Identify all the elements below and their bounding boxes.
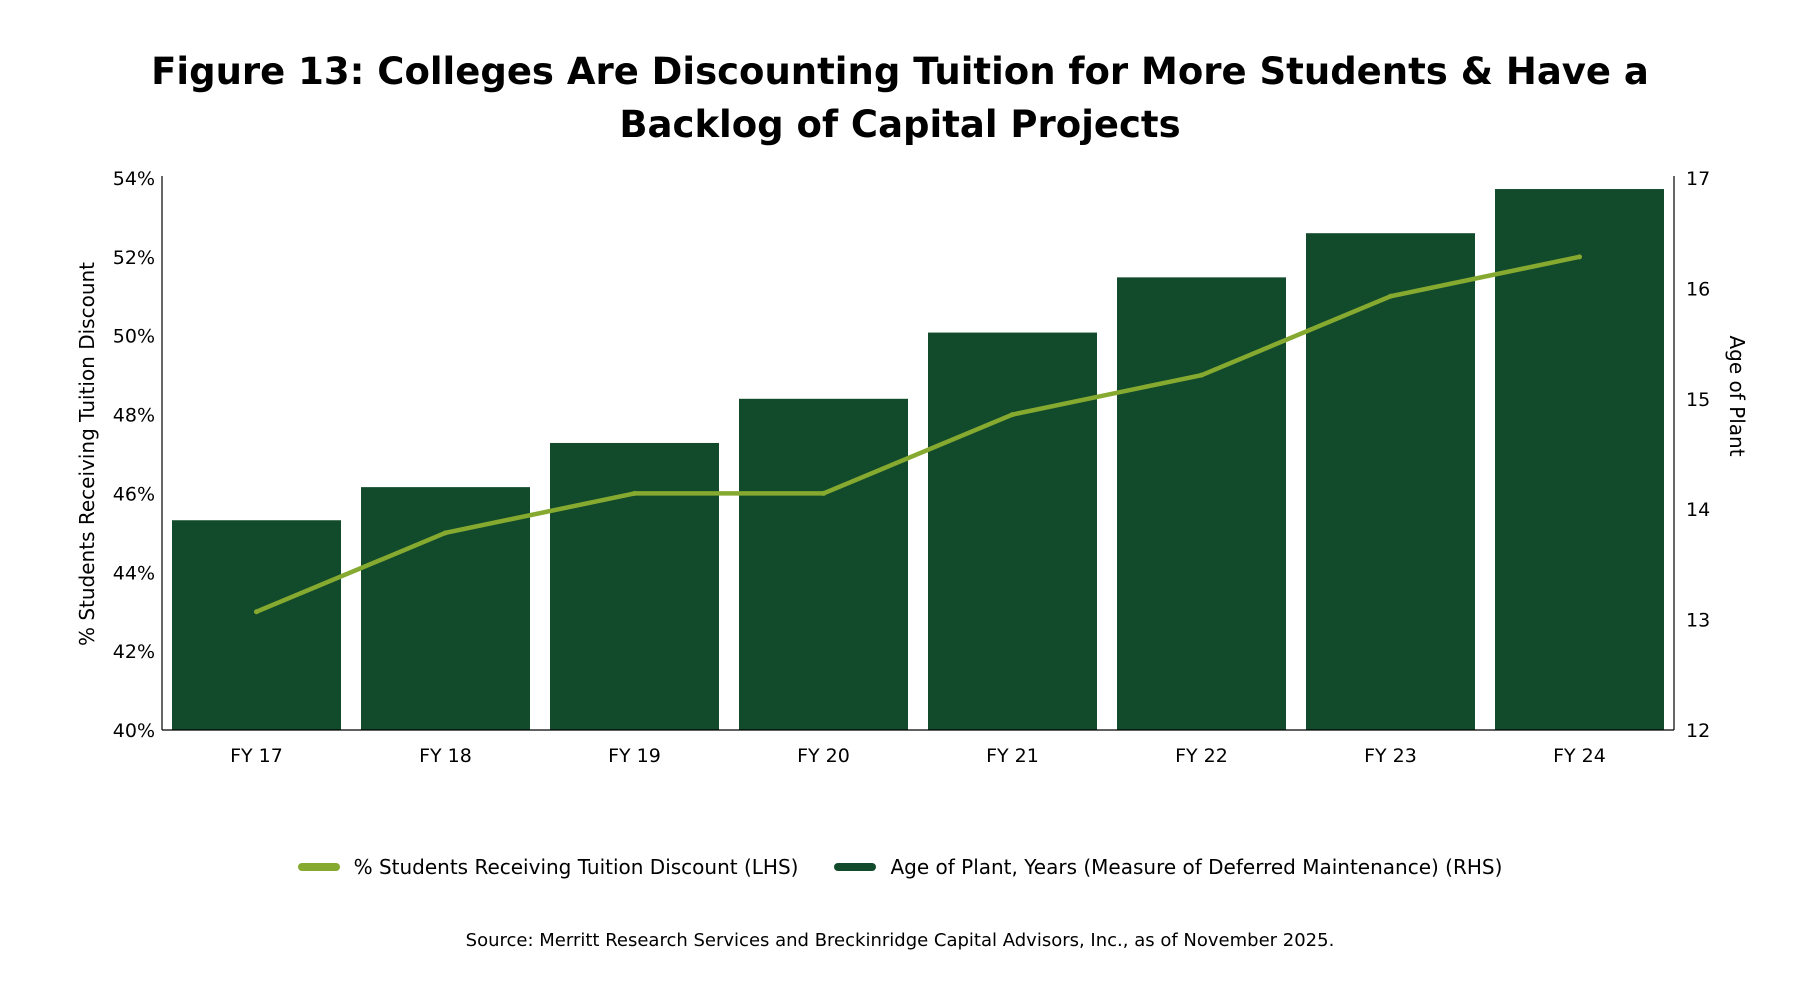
left-tick-label: 40%	[113, 720, 155, 742]
x-tick-label: FY 24	[1553, 745, 1606, 767]
bar-fy-18	[361, 487, 530, 730]
x-tick-label: FY 20	[797, 745, 850, 767]
x-tick-label: FY 21	[986, 745, 1039, 767]
x-tick-label: FY 19	[608, 745, 661, 767]
point-discount-fy-17	[254, 609, 259, 615]
right-tick-label: 15	[1686, 389, 1710, 411]
left-tick-label: 42%	[113, 641, 155, 663]
x-tick-label: FY 17	[230, 745, 283, 767]
point-discount-fy-19	[632, 490, 637, 496]
point-discount-fy-18	[443, 530, 448, 536]
legend: % Students Receiving Tuition Discount (L…	[0, 855, 1800, 879]
point-discount-fy-23	[1388, 293, 1393, 299]
x-tick-label: FY 23	[1364, 745, 1417, 767]
legend-item-discount: % Students Receiving Tuition Discount (L…	[297, 855, 799, 879]
bar-fy-20	[739, 398, 908, 730]
right-tick-label: 12	[1686, 720, 1710, 742]
point-discount-fy-22	[1199, 372, 1204, 378]
right-tick-label: 16	[1686, 278, 1710, 300]
legend-item-age: Age of Plant, Years (Measure of Deferred…	[834, 855, 1502, 879]
left-tick-label: 44%	[113, 562, 155, 584]
left-tick-label: 48%	[113, 405, 155, 427]
legend-swatch-bar	[834, 863, 877, 871]
point-discount-fy-24	[1577, 254, 1582, 260]
left-tick-label: 46%	[113, 483, 155, 505]
x-tick-label: FY 22	[1175, 745, 1228, 767]
legend-swatch-line	[297, 863, 340, 871]
chart-title: Figure 13: Colleges Are Discounting Tuit…	[151, 50, 1649, 146]
point-discount-fy-20	[821, 490, 826, 496]
x-tick-label: FY 18	[419, 745, 472, 767]
left-tick-label: 54%	[113, 168, 155, 190]
right-tick-label: 14	[1686, 499, 1710, 521]
bar-fy-19	[550, 442, 719, 730]
left-tick-label: 50%	[113, 326, 155, 348]
legend-label-discount: % Students Receiving Tuition Discount (L…	[353, 855, 799, 879]
left-axis-title: % Students Receiving Tuition Discount	[75, 262, 99, 646]
bar-fy-21	[928, 332, 1097, 730]
bar-fy-22	[1117, 277, 1286, 730]
point-discount-fy-21	[1010, 412, 1015, 418]
left-tick-label: 52%	[113, 247, 155, 269]
right-tick-label: 13	[1686, 610, 1710, 632]
right-tick-label: 17	[1686, 168, 1710, 190]
bar-fy-23	[1306, 233, 1475, 730]
chart-svg: 40% 42% 44% 46% 48% 50% 52% 54% 12 13 14 15 16 17 FY 1…	[75, 168, 1749, 767]
line-discount	[254, 254, 1582, 614]
bar-fy-17	[172, 520, 341, 730]
right-axis-title: Age of Plant	[1725, 335, 1749, 456]
bar-fy-24	[1495, 189, 1664, 731]
legend-label-age: Age of Plant, Years (Measure of Deferred…	[890, 855, 1503, 879]
source-note: Source: Merritt Research Services and Br…	[465, 930, 1335, 951]
